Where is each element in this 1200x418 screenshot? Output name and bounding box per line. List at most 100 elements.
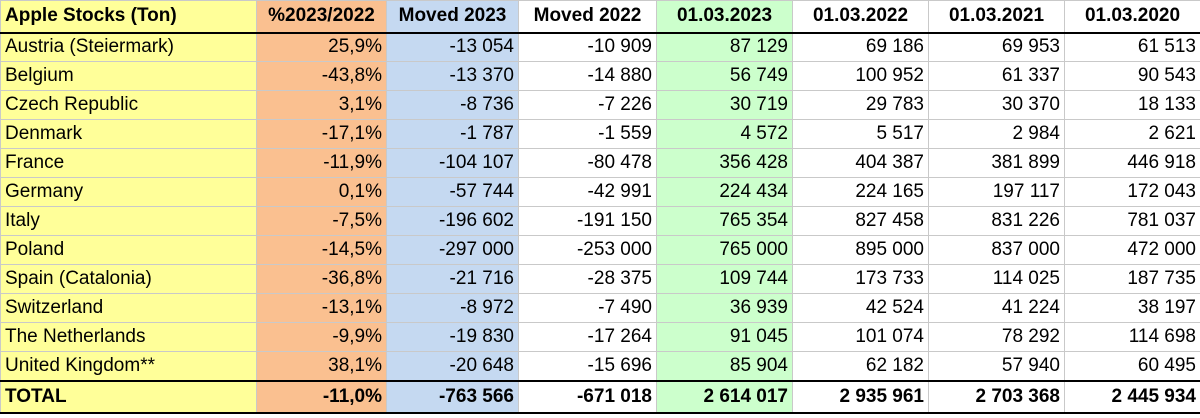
- cell-stock-2023[interactable]: 85 904: [656, 351, 793, 381]
- cell-stock-2020[interactable]: 18 133: [1064, 90, 1200, 120]
- cell-moved-2022[interactable]: -10 909: [518, 32, 657, 62]
- cell-percent-change[interactable]: -9,9%: [256, 322, 387, 352]
- cell-stock-2020[interactable]: 114 698: [1064, 322, 1200, 352]
- cell-moved-2023[interactable]: -13 054: [386, 32, 519, 62]
- cell-country[interactable]: Czech Republic: [0, 90, 257, 120]
- cell-country[interactable]: Belgium: [0, 61, 257, 91]
- cell-stock-2022[interactable]: 173 733: [792, 264, 929, 294]
- cell-moved-2022[interactable]: -191 150: [518, 206, 657, 236]
- cell-moved-2022[interactable]: -80 478: [518, 148, 657, 178]
- cell-stock-2022[interactable]: 404 387: [792, 148, 929, 178]
- cell-stock-2023[interactable]: 109 744: [656, 264, 793, 294]
- cell-percent-change[interactable]: 0,1%: [256, 177, 387, 207]
- total-percent-change[interactable]: -11,0%: [256, 379, 387, 414]
- cell-moved-2023[interactable]: -20 648: [386, 351, 519, 381]
- cell-stock-2021[interactable]: 57 940: [928, 351, 1065, 381]
- cell-country[interactable]: Spain (Catalonia): [0, 264, 257, 294]
- cell-stock-2021[interactable]: 69 953: [928, 32, 1065, 62]
- cell-percent-change[interactable]: 38,1%: [256, 351, 387, 381]
- total-stock-2022[interactable]: 2 935 961: [792, 379, 929, 414]
- cell-stock-2023[interactable]: 765 354: [656, 206, 793, 236]
- cell-moved-2023[interactable]: -8 972: [386, 293, 519, 323]
- total-moved-2022[interactable]: -671 018: [518, 379, 657, 414]
- cell-stock-2023[interactable]: 91 045: [656, 322, 793, 352]
- cell-moved-2023[interactable]: -13 370: [386, 61, 519, 91]
- cell-moved-2023[interactable]: -19 830: [386, 322, 519, 352]
- cell-country[interactable]: The Netherlands: [0, 322, 257, 352]
- cell-stock-2021[interactable]: 197 117: [928, 177, 1065, 207]
- cell-stock-2021[interactable]: 381 899: [928, 148, 1065, 178]
- cell-percent-change[interactable]: 25,9%: [256, 32, 387, 62]
- cell-stock-2021[interactable]: 30 370: [928, 90, 1065, 120]
- cell-country[interactable]: Austria (Steiermark): [0, 32, 257, 62]
- cell-moved-2022[interactable]: -253 000: [518, 235, 657, 265]
- cell-moved-2023[interactable]: -8 736: [386, 90, 519, 120]
- cell-country[interactable]: Germany: [0, 177, 257, 207]
- cell-country[interactable]: United Kingdom**: [0, 351, 257, 381]
- header-stock-2020[interactable]: 01.03.2020: [1064, 0, 1200, 34]
- cell-stock-2021[interactable]: 61 337: [928, 61, 1065, 91]
- cell-stock-2020[interactable]: 472 000: [1064, 235, 1200, 265]
- cell-percent-change[interactable]: -14,5%: [256, 235, 387, 265]
- cell-country[interactable]: Denmark: [0, 119, 257, 149]
- cell-country[interactable]: Switzerland: [0, 293, 257, 323]
- header-stock-2023[interactable]: 01.03.2023: [656, 0, 793, 34]
- cell-stock-2022[interactable]: 29 783: [792, 90, 929, 120]
- cell-moved-2023[interactable]: -21 716: [386, 264, 519, 294]
- total-stock-2023[interactable]: 2 614 017: [656, 379, 793, 414]
- cell-stock-2022[interactable]: 224 165: [792, 177, 929, 207]
- cell-percent-change[interactable]: -43,8%: [256, 61, 387, 91]
- cell-stock-2020[interactable]: 90 543: [1064, 61, 1200, 91]
- cell-stock-2020[interactable]: 61 513: [1064, 32, 1200, 62]
- cell-moved-2022[interactable]: -42 991: [518, 177, 657, 207]
- cell-stock-2022[interactable]: 895 000: [792, 235, 929, 265]
- cell-stock-2020[interactable]: 172 043: [1064, 177, 1200, 207]
- cell-stock-2022[interactable]: 5 517: [792, 119, 929, 149]
- cell-stock-2022[interactable]: 42 524: [792, 293, 929, 323]
- cell-stock-2023[interactable]: 56 749: [656, 61, 793, 91]
- cell-stock-2022[interactable]: 62 182: [792, 351, 929, 381]
- cell-stock-2021[interactable]: 114 025: [928, 264, 1065, 294]
- cell-moved-2023[interactable]: -196 602: [386, 206, 519, 236]
- cell-country[interactable]: France: [0, 148, 257, 178]
- cell-moved-2022[interactable]: -14 880: [518, 61, 657, 91]
- cell-stock-2023[interactable]: 30 719: [656, 90, 793, 120]
- cell-stock-2021[interactable]: 41 224: [928, 293, 1065, 323]
- cell-moved-2023[interactable]: -104 107: [386, 148, 519, 178]
- cell-stock-2020[interactable]: 781 037: [1064, 206, 1200, 236]
- cell-stock-2020[interactable]: 2 621: [1064, 119, 1200, 149]
- cell-moved-2022[interactable]: -28 375: [518, 264, 657, 294]
- cell-stock-2020[interactable]: 446 918: [1064, 148, 1200, 178]
- cell-stock-2022[interactable]: 69 186: [792, 32, 929, 62]
- total-stock-2020[interactable]: 2 445 934: [1064, 379, 1200, 414]
- cell-stock-2022[interactable]: 101 074: [792, 322, 929, 352]
- header-moved-2022[interactable]: Moved 2022: [518, 0, 657, 34]
- cell-stock-2023[interactable]: 36 939: [656, 293, 793, 323]
- cell-stock-2021[interactable]: 2 984: [928, 119, 1065, 149]
- cell-stock-2020[interactable]: 38 197: [1064, 293, 1200, 323]
- cell-stock-2021[interactable]: 837 000: [928, 235, 1065, 265]
- total-moved-2023[interactable]: -763 566: [386, 379, 519, 414]
- cell-stock-2021[interactable]: 831 226: [928, 206, 1065, 236]
- cell-moved-2022[interactable]: -7 490: [518, 293, 657, 323]
- cell-stock-2023[interactable]: 224 434: [656, 177, 793, 207]
- header-country[interactable]: Apple Stocks (Ton): [0, 0, 257, 34]
- cell-moved-2022[interactable]: -17 264: [518, 322, 657, 352]
- cell-country[interactable]: Poland: [0, 235, 257, 265]
- cell-percent-change[interactable]: -13,1%: [256, 293, 387, 323]
- cell-stock-2023[interactable]: 87 129: [656, 32, 793, 62]
- cell-stock-2021[interactable]: 78 292: [928, 322, 1065, 352]
- cell-percent-change[interactable]: -17,1%: [256, 119, 387, 149]
- cell-moved-2023[interactable]: -297 000: [386, 235, 519, 265]
- cell-moved-2022[interactable]: -15 696: [518, 351, 657, 381]
- cell-stock-2023[interactable]: 4 572: [656, 119, 793, 149]
- total-stock-2021[interactable]: 2 703 368: [928, 379, 1065, 414]
- cell-moved-2022[interactable]: -7 226: [518, 90, 657, 120]
- header-moved-2023[interactable]: Moved 2023: [386, 0, 519, 34]
- cell-moved-2023[interactable]: -1 787: [386, 119, 519, 149]
- cell-stock-2020[interactable]: 187 735: [1064, 264, 1200, 294]
- cell-percent-change[interactable]: 3,1%: [256, 90, 387, 120]
- header-stock-2021[interactable]: 01.03.2021: [928, 0, 1065, 34]
- cell-stock-2020[interactable]: 60 495: [1064, 351, 1200, 381]
- cell-stock-2023[interactable]: 765 000: [656, 235, 793, 265]
